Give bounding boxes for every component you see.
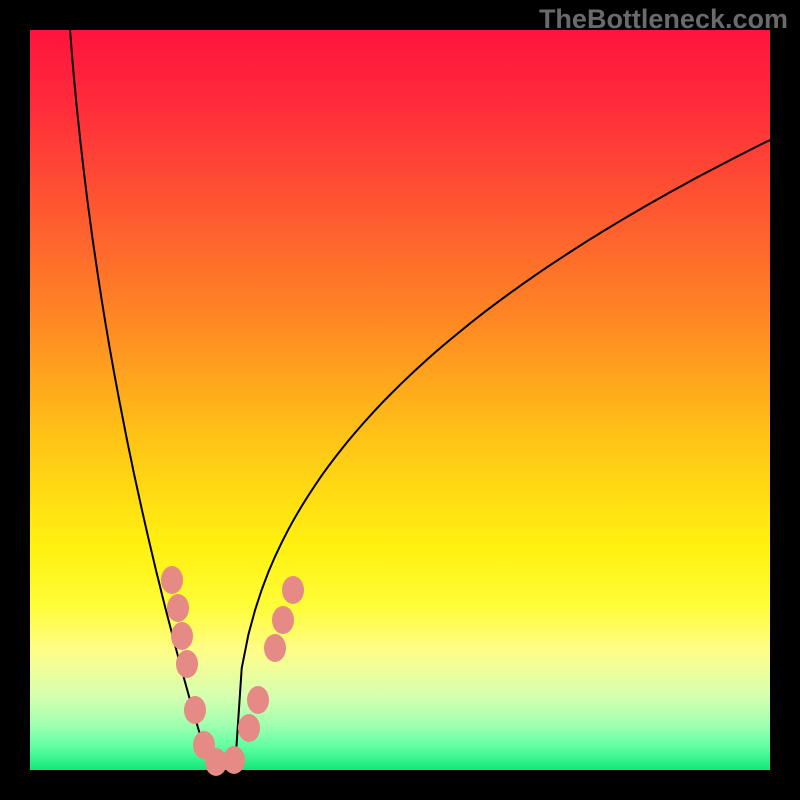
data-marker — [264, 634, 286, 662]
bottleneck-curve — [70, 30, 770, 768]
data-marker — [247, 686, 269, 714]
data-marker — [272, 606, 294, 634]
data-marker — [171, 622, 193, 650]
marker-group — [161, 566, 304, 776]
chart-stage: TheBottleneck.com — [0, 0, 800, 800]
data-marker — [282, 576, 304, 604]
data-marker — [223, 746, 245, 774]
data-marker — [167, 594, 189, 622]
data-marker — [176, 650, 198, 678]
data-marker — [161, 566, 183, 594]
curve-overlay — [0, 0, 800, 800]
data-marker — [238, 714, 260, 742]
watermark-text: TheBottleneck.com — [539, 4, 788, 35]
data-marker — [184, 696, 206, 724]
